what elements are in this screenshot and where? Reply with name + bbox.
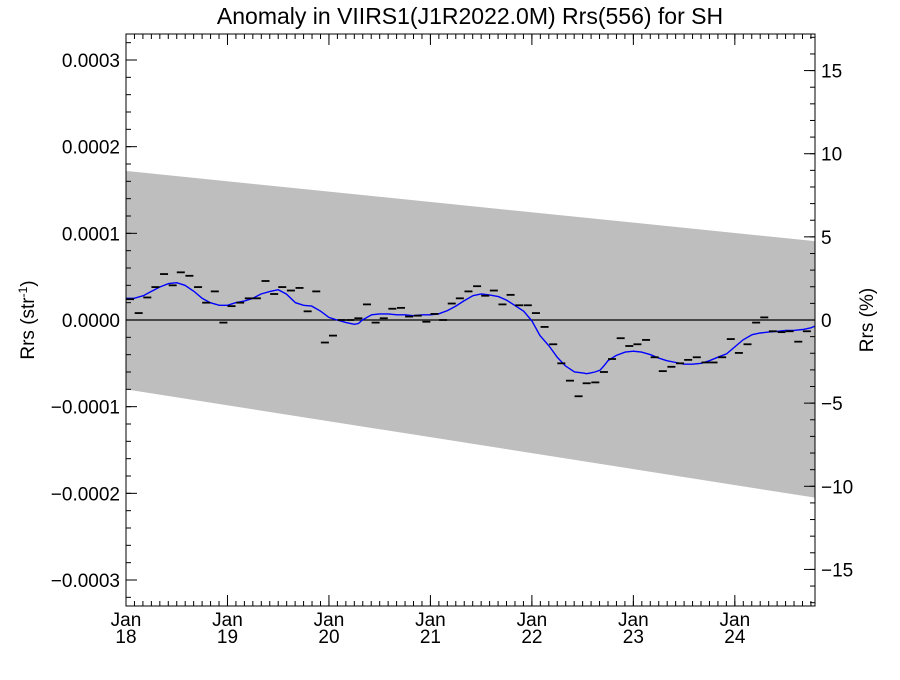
y-axis-title-left: Rrs (str-1) [16, 280, 39, 359]
x-tick-month-label: Jan [720, 610, 751, 631]
right-tick-label: 10 [821, 145, 842, 166]
x-tick-month-label: Jan [212, 610, 243, 631]
left-tick-label: 0.0003 [62, 51, 120, 72]
uncertainty-band-layer [126, 170, 815, 498]
left-tick-label: −0.0002 [51, 484, 120, 505]
right-tick-label: −10 [821, 477, 853, 498]
chart-title: Anomaly in VIIRS1(J1R2022.0M) Rrs(556) f… [217, 3, 723, 29]
left-tick-label: 0.0000 [62, 311, 120, 332]
x-tick-month-label: Jan [415, 610, 446, 631]
uncertainty-band [126, 170, 815, 498]
right-tick-label: −15 [821, 560, 853, 581]
trend-line-layer [126, 281, 816, 375]
right-tick-label: −5 [821, 394, 843, 415]
left-tick-label: −0.0001 [51, 398, 120, 419]
x-tick-year-label: 22 [521, 627, 542, 648]
left-tick-label: 0.0002 [62, 138, 120, 159]
y-axis-title-left-base: Rrs (str [18, 297, 39, 360]
x-tick-month-label: Jan [517, 610, 548, 631]
axes-layer: 0.0003 0.0002 0.0001 0.0000 −0.0001 −0.0002 −0… [51, 33, 853, 648]
axis-labels-layer: Rrs (str-1) Rrs (%) [16, 280, 878, 359]
x-tick-year-label: 24 [724, 627, 746, 648]
monthly-points-layer [126, 271, 811, 398]
x-tick-year-label: 21 [420, 627, 441, 648]
x-tick-month-label: Jan [618, 610, 649, 631]
y-axis-title-left-sup: -1 [16, 286, 30, 297]
y-axis-title-left-end: ) [18, 280, 39, 286]
right-tick-label: 15 [821, 62, 842, 83]
y-axis-title-right: Rrs (%) [857, 288, 878, 352]
x-tick-month-label: Jan [111, 610, 142, 631]
left-tick-label: −0.0003 [51, 571, 120, 592]
right-tick-label: 0 [821, 311, 832, 332]
series-line-0 [126, 281, 816, 375]
left-tick-label: 0.0001 [62, 224, 120, 245]
right-tick-label: 5 [821, 228, 832, 249]
x-tick-month-label: Jan [314, 610, 345, 631]
x-tick-year-label: 20 [318, 627, 339, 648]
x-tick-year-label: 18 [115, 627, 136, 648]
x-tick-year-label: 19 [217, 627, 238, 648]
x-tick-year-label: 23 [623, 627, 644, 648]
